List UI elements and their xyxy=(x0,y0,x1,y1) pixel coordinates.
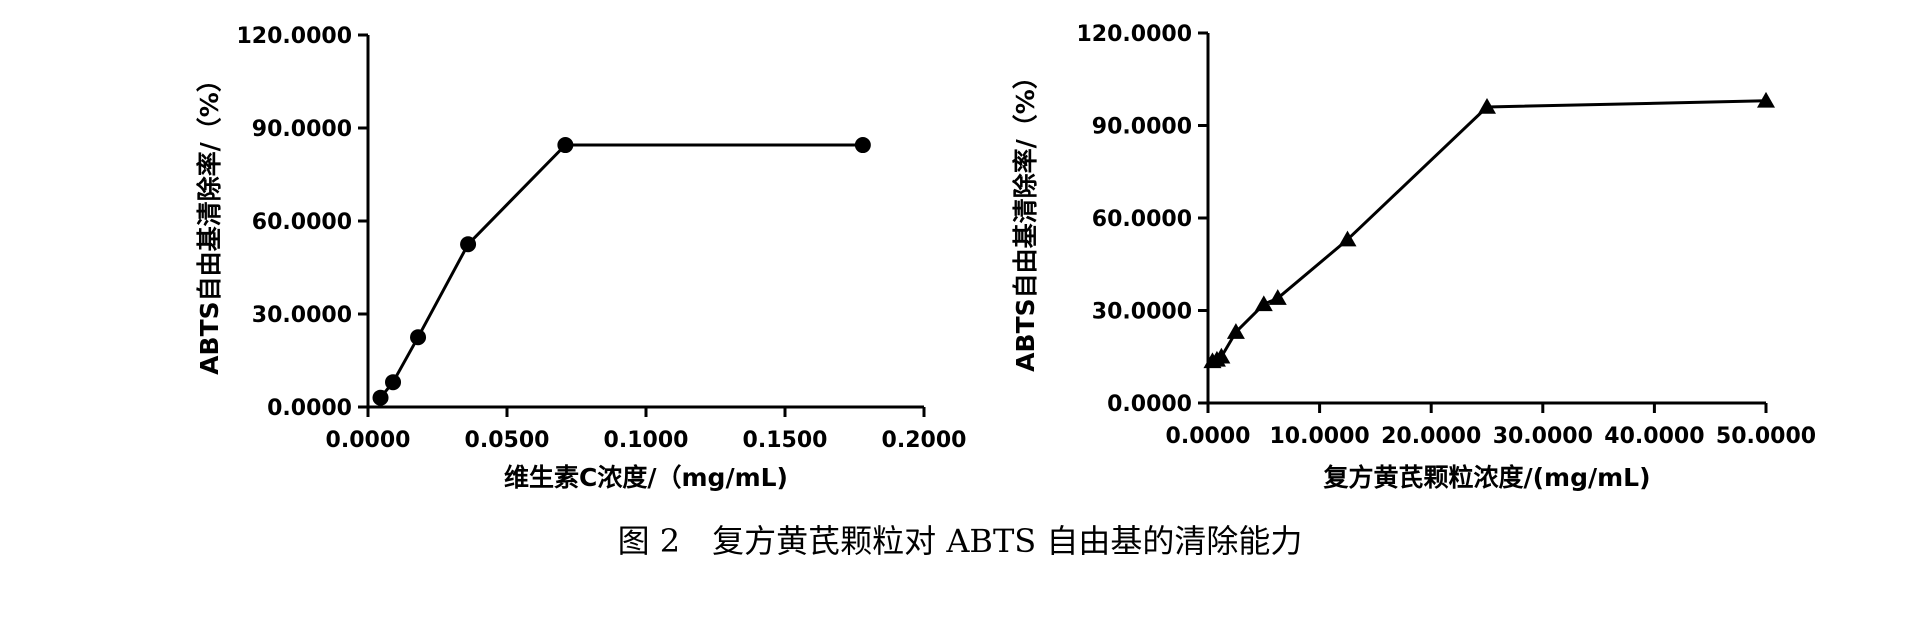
x-tick-label: 40.0000 xyxy=(1604,424,1704,449)
y-tick-label: 60.0000 xyxy=(1092,207,1192,232)
y-tick-label: 30.0000 xyxy=(1092,300,1192,325)
data-point xyxy=(1757,91,1775,108)
data-point xyxy=(1268,289,1287,305)
data-point xyxy=(410,329,427,346)
x-tick-label: 0.1500 xyxy=(743,428,828,453)
y-axis-label: ABTS自由基清除率/（%） xyxy=(1011,64,1040,372)
chart-vitamin-c: 0.0000 30.0000 60.0000 90.0000 120.0000 0.000… xyxy=(195,24,966,492)
data-point xyxy=(372,389,389,406)
y-tick-label: 120.0000 xyxy=(1076,22,1192,47)
data-point xyxy=(557,137,574,154)
data-point xyxy=(1212,347,1231,364)
y-tick-label: 90.0000 xyxy=(252,117,352,142)
data-point xyxy=(460,236,477,253)
series-line xyxy=(1211,99,1767,363)
y-tick-label: 120.0000 xyxy=(236,24,352,49)
y-tick-label: 90.0000 xyxy=(1092,115,1192,140)
x-tick-label: 0.0500 xyxy=(465,428,550,453)
x-tick-label: 20.0000 xyxy=(1381,424,1481,449)
chart-compound-astragalus: 0.0000 30.0000 60.0000 90.0000 120.0000 0.000… xyxy=(1011,22,1816,492)
x-axis-label: 复方黄芪颗粒浓度/(mg/mL) xyxy=(1323,463,1650,492)
x-tick-label: 0.1000 xyxy=(604,428,689,453)
x-axis-label: 维生素C浓度/（mg/mL) xyxy=(504,463,788,492)
figure-caption: 图 2 复方黄芪颗粒对 ABTS 自由基的清除能力 xyxy=(618,522,1303,560)
data-point xyxy=(1478,98,1496,114)
series-line xyxy=(379,143,863,399)
y-tick-label: 0.0000 xyxy=(1107,392,1192,417)
y-tick-label: 60.0000 xyxy=(252,210,352,235)
x-tick-label: 50.0000 xyxy=(1716,424,1816,449)
data-point xyxy=(1254,295,1273,312)
x-tick-label: 0.2000 xyxy=(882,428,967,453)
y-tick-label: 30.0000 xyxy=(252,303,352,328)
data-point xyxy=(1226,323,1245,339)
y-tick-label: 0.0000 xyxy=(267,396,352,421)
data-point xyxy=(385,374,402,391)
y-axis-label: ABTS自由基清除率/（%） xyxy=(195,67,224,375)
data-point xyxy=(1338,230,1357,247)
x-tick-label: 10.0000 xyxy=(1269,424,1369,449)
data-point xyxy=(854,137,871,154)
x-tick-label: 0.0000 xyxy=(326,428,411,453)
x-tick-label: 30.0000 xyxy=(1493,424,1593,449)
x-tick-label: 0.0000 xyxy=(1166,424,1251,449)
